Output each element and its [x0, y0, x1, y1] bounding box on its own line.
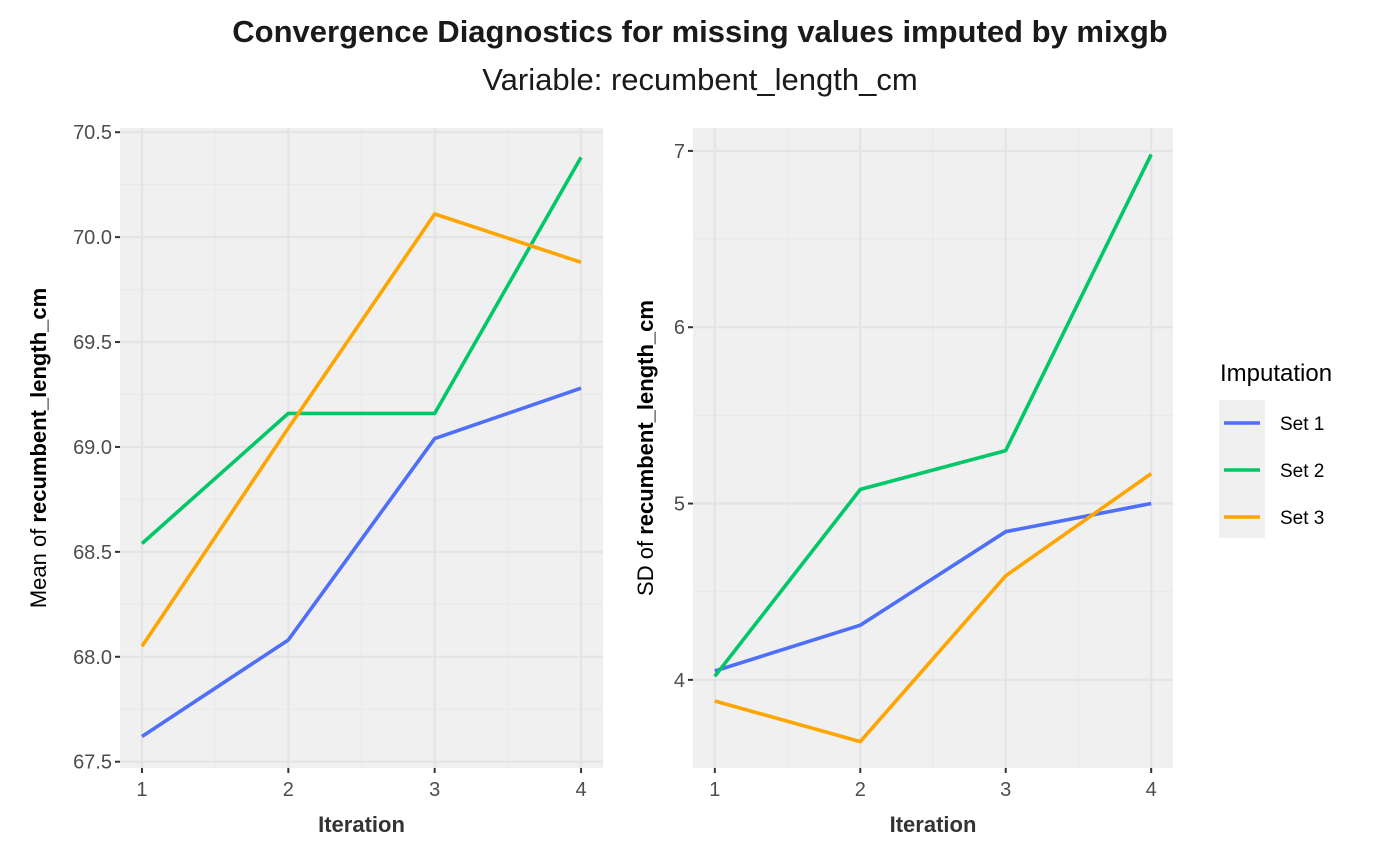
y-tick-label: 6	[674, 317, 685, 339]
legend-label-1: Set 1	[1280, 414, 1324, 435]
y-tick-label: 70.0	[73, 227, 112, 249]
x-tick-label: 4	[1146, 779, 1157, 801]
legend-title: Imputation	[1220, 360, 1332, 387]
series-line-set-1	[714, 501, 1152, 673]
y-axis-label: Mean of recumbent_length_cm	[26, 288, 51, 608]
series-line-set-1	[141, 386, 582, 739]
x-tick-label: 1	[136, 779, 147, 801]
legend-label-2: Set 2	[1280, 461, 1324, 482]
y-tick-label: 69.5	[73, 332, 112, 354]
legend: Imputation Set 1 Set 2 Set 3	[1219, 360, 1332, 538]
series-line-set-2	[140, 156, 583, 545]
y-tick-label: 4	[674, 670, 685, 692]
x-axis-label: Iteration	[318, 812, 405, 837]
y-tick-label: 68.5	[73, 542, 112, 564]
legend-label-3: Set 3	[1280, 508, 1324, 529]
mean-panel: 67.5 68.0 68.5 69.0 69.5 70.0 70.5 1 2 3 4 Iteratio…	[26, 122, 603, 837]
chart-subtitle: Variable: recumbent_length_cm	[482, 62, 917, 97]
y-tick-label: 69.0	[73, 437, 112, 459]
series-line-set-3	[714, 472, 1153, 744]
y-tick-label: 70.5	[73, 122, 112, 144]
chart-title: Convergence Diagnostics for missing valu…	[232, 14, 1167, 49]
series-line-set-3	[140, 212, 582, 648]
x-tick-label: 2	[283, 779, 294, 801]
y-tick-label: 5	[674, 494, 685, 516]
x-tick-label: 2	[855, 779, 866, 801]
x-tick-label: 3	[429, 779, 440, 801]
x-tick-label: 3	[1000, 779, 1011, 801]
y-axis-label: SD of recumbent_length_cm	[633, 300, 658, 596]
y-tick-label: 68.0	[73, 647, 112, 669]
x-tick-label: 4	[575, 779, 586, 801]
sd-panel: 4 5 6 7 1 2 3 4 Iteration SD of recumbent_length_…	[633, 128, 1173, 837]
y-tick-label: 7	[674, 141, 685, 163]
series-line-set-2	[713, 153, 1153, 678]
x-axis-label: Iteration	[890, 812, 977, 837]
y-tick-label: 67.5	[73, 752, 112, 774]
x-tick-label: 1	[709, 779, 720, 801]
